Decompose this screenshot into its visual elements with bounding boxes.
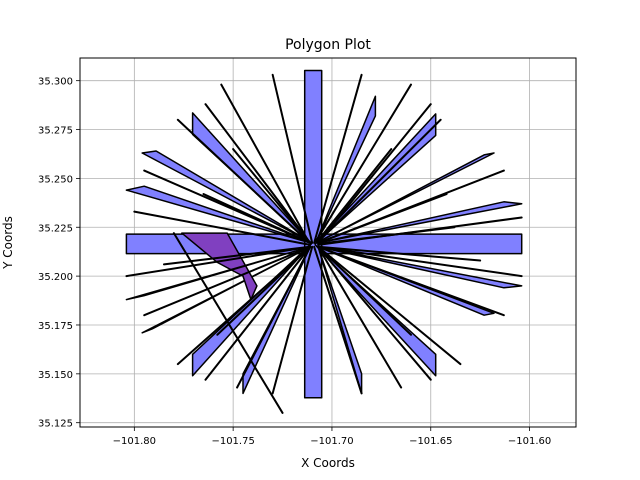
polygon-edge-line (315, 83, 412, 242)
x-tick-label: −101.65 (409, 436, 452, 447)
polygon-edge-line (202, 193, 312, 244)
polygon-edge-line (143, 245, 312, 317)
polygon-edge-line (317, 245, 462, 366)
y-tick-label: 35.300 (38, 77, 73, 88)
chart-title: Polygon Plot (285, 37, 371, 53)
polygon-edge-line (317, 245, 412, 336)
polygon-edge-line (317, 245, 482, 262)
x-tick-label: −101.75 (211, 436, 254, 447)
polygon-edge-line (232, 148, 312, 244)
polygon-edge-line (220, 83, 310, 242)
polygon-edge-line (313, 73, 363, 244)
x-tick-label: −101.60 (508, 436, 551, 447)
polygon-edge-line (317, 245, 403, 389)
y-axis-label: Y Coords (1, 216, 15, 270)
polygon-shape (315, 95, 377, 243)
y-tick-label: 35.225 (38, 223, 73, 234)
polygon-shape (125, 246, 311, 301)
polygon-edge-line (176, 118, 310, 243)
polygon-edge-line (236, 245, 312, 389)
polygon-edge-line (317, 193, 448, 244)
plot-area (125, 69, 523, 414)
polygon-shape (303, 69, 323, 399)
polygon-edge-line (317, 245, 523, 278)
polygon-edge-line (204, 245, 312, 381)
polygon-edge-line (317, 226, 456, 245)
polygon-edge-line (162, 245, 312, 266)
y-tick-label: 35.175 (38, 321, 73, 332)
polygon-edge-line (317, 245, 432, 381)
polygon-edge-line (315, 148, 393, 244)
polygon-edge-line (172, 232, 284, 414)
polygon-edge-line (313, 245, 363, 395)
polygon-edge-line (317, 118, 442, 243)
x-axis-label: X Coords (301, 456, 355, 470)
axes-frame (79, 57, 577, 428)
y-tick-label: 35.275 (38, 126, 73, 137)
polygon-shape (141, 246, 311, 334)
polygon-edge-line (204, 103, 312, 244)
polygon-edge-line (271, 73, 314, 244)
x-tick-label: −101.80 (113, 436, 156, 447)
polygon-edge-line (216, 245, 312, 336)
polygon-edge-line (125, 245, 312, 278)
y-tick-label: 35.125 (38, 419, 73, 430)
polygon-edge-line (317, 245, 505, 317)
polygon-shape (317, 246, 523, 289)
y-tick-label: 35.250 (38, 174, 73, 185)
polygon-shape (125, 185, 311, 244)
polygon-edge-line (133, 210, 312, 246)
axis-ticks: −101.80 −101.75 −101.70 −101.65 −101.60 35.12… (38, 77, 551, 447)
polygon-edge-line (317, 103, 432, 244)
polygon-shape (317, 152, 495, 243)
y-tick-label: 35.200 (38, 272, 73, 283)
polygon-shape (317, 201, 523, 244)
polygon-shape (141, 150, 311, 243)
y-tick-label: 35.150 (38, 370, 73, 381)
polygon-edge-line (271, 245, 314, 395)
x-tick-label: −101.70 (310, 436, 353, 447)
